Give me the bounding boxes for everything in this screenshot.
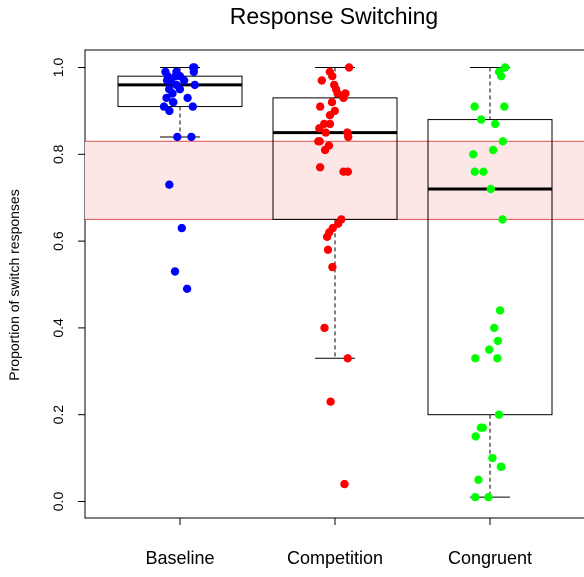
reference-band — [85, 141, 584, 220]
y-tick-label: 0.0 — [50, 492, 66, 512]
data-point — [344, 132, 353, 142]
data-point — [320, 145, 330, 155]
data-point — [320, 323, 329, 333]
data-point — [495, 306, 505, 315]
data-point — [489, 145, 498, 155]
data-point — [325, 119, 335, 129]
data-point — [498, 215, 507, 224]
data-point — [474, 475, 483, 484]
data-point — [187, 132, 196, 142]
plot-area: 0.0 0.2 0.4 0.6 0.8 1.0 Baseline Competition Con… — [50, 49, 584, 568]
x-category-label: Competition — [287, 548, 383, 568]
chart-title: Response Switching — [230, 3, 438, 29]
data-point — [162, 76, 172, 85]
data-point — [494, 410, 504, 419]
data-point — [175, 85, 185, 94]
data-point — [316, 102, 325, 111]
data-point — [169, 98, 178, 107]
data-point — [323, 245, 333, 254]
data-point — [173, 132, 182, 142]
data-point — [485, 345, 494, 354]
data-point — [470, 167, 479, 176]
y-tick-label: 0.2 — [50, 405, 66, 425]
data-point — [500, 63, 510, 72]
data-point — [500, 102, 509, 111]
data-point — [315, 137, 324, 146]
data-point — [328, 72, 337, 81]
data-point — [190, 80, 199, 90]
data-point — [486, 184, 495, 194]
data-point — [322, 232, 332, 241]
data-point — [471, 493, 480, 502]
data-point — [471, 432, 480, 441]
data-point — [491, 119, 500, 129]
data-point — [325, 111, 335, 120]
data-point — [493, 354, 502, 363]
data-point — [326, 397, 335, 406]
data-point — [488, 453, 497, 463]
box — [272, 97, 398, 220]
data-point — [165, 106, 174, 116]
y-tick-label: 0.6 — [50, 231, 66, 251]
data-point — [327, 98, 337, 107]
data-point — [317, 76, 326, 85]
y-tick-label: 1.0 — [50, 58, 66, 78]
data-point — [470, 102, 479, 111]
data-point — [162, 93, 171, 103]
y-axis-label: Proportion of switch responses — [6, 189, 22, 380]
data-point — [333, 89, 342, 98]
data-point — [165, 180, 174, 189]
data-point — [484, 493, 493, 502]
data-point — [188, 102, 197, 111]
data-point — [477, 115, 486, 124]
data-point — [343, 354, 352, 363]
data-point — [315, 124, 324, 133]
plot-frame — [84, 49, 584, 519]
y-tick-label: 0.4 — [50, 318, 66, 338]
data-point — [339, 93, 348, 103]
data-point — [182, 284, 192, 293]
data-point — [168, 89, 177, 98]
x-category-label: Baseline — [145, 548, 214, 568]
data-point — [189, 67, 198, 77]
data-point — [321, 128, 330, 137]
data-point — [497, 72, 506, 81]
data-point — [497, 462, 506, 471]
data-point — [177, 223, 186, 233]
data-point — [471, 354, 480, 363]
data-point — [170, 267, 180, 276]
data-point — [344, 63, 354, 72]
data-point — [183, 93, 192, 103]
data-point — [479, 167, 488, 176]
data-point — [315, 163, 325, 172]
data-point — [343, 167, 353, 176]
data-point — [478, 423, 488, 432]
data-point — [469, 150, 478, 159]
data-point — [340, 479, 349, 489]
data-point — [328, 262, 337, 272]
data-point — [179, 76, 189, 85]
data-point — [498, 137, 507, 146]
y-tick-label: 0.8 — [50, 144, 66, 164]
x-category-label: Congruent — [448, 548, 532, 568]
box — [427, 119, 553, 416]
data-point — [493, 336, 503, 346]
data-point — [490, 323, 499, 333]
